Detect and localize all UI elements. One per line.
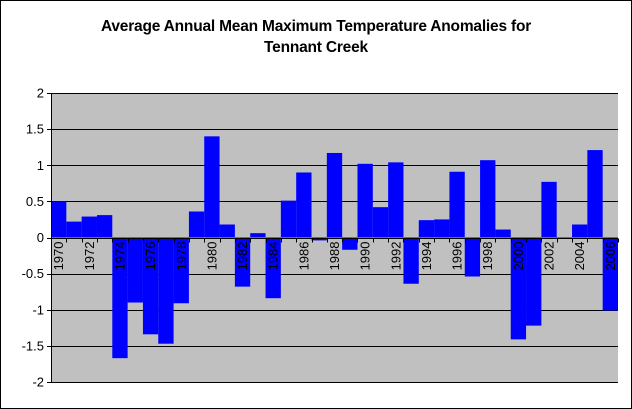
bar-1997 bbox=[464, 237, 481, 277]
x-tick-label: 1994 bbox=[419, 242, 434, 271]
x-tick-label: 1972 bbox=[82, 242, 97, 271]
bar-2002 bbox=[541, 181, 557, 238]
x-tick-label: 1976 bbox=[143, 242, 158, 271]
bar-1977 bbox=[158, 237, 174, 344]
bar-1984 bbox=[265, 237, 281, 299]
x-tick-label: 1970 bbox=[51, 242, 66, 271]
bar-1980 bbox=[204, 136, 220, 238]
y-tick-label: 0.5 bbox=[26, 194, 44, 209]
y-tick-label: 2 bbox=[37, 86, 44, 101]
x-tick-label: 1996 bbox=[450, 242, 465, 271]
x-tick-label: 1980 bbox=[204, 242, 219, 271]
y-tick-label: 0 bbox=[37, 230, 44, 245]
bar-1996 bbox=[449, 171, 465, 238]
bar-1990 bbox=[357, 163, 373, 238]
bar-1974 bbox=[112, 237, 128, 359]
bar-1982 bbox=[234, 237, 251, 287]
bar-1985 bbox=[280, 200, 297, 238]
x-tick-label: 1982 bbox=[235, 242, 250, 271]
bar-1970 bbox=[51, 201, 67, 238]
x-tick-label: 2004 bbox=[572, 242, 587, 271]
bar-1979 bbox=[188, 211, 205, 238]
bar-1981 bbox=[219, 224, 235, 238]
bar-2005 bbox=[587, 150, 603, 238]
x-tick-label: 1998 bbox=[480, 242, 495, 271]
bar-2000 bbox=[510, 237, 527, 340]
y-tick-label: -2 bbox=[32, 375, 44, 390]
y-tick-label: -1.5 bbox=[22, 338, 44, 353]
y-tick-label: 1.5 bbox=[26, 122, 44, 137]
x-tick-label: 2000 bbox=[511, 242, 526, 271]
y-tick-label: -1 bbox=[32, 302, 44, 317]
bar-1972 bbox=[81, 216, 97, 238]
bar-2006 bbox=[602, 237, 618, 311]
bar-1988 bbox=[326, 152, 343, 238]
bar-1973 bbox=[96, 215, 113, 238]
bar-1998 bbox=[480, 160, 496, 238]
chart-title-line-2: Tennant Creek bbox=[264, 39, 368, 56]
bar-1986 bbox=[296, 172, 312, 238]
bar-1989 bbox=[342, 237, 358, 250]
bar-1999 bbox=[495, 229, 511, 238]
bar-1975 bbox=[127, 237, 143, 303]
axes bbox=[47, 93, 619, 383]
y-tick-label: -0.5 bbox=[22, 266, 44, 281]
chart-title: Average Annual Mean Maximum Temperature … bbox=[0, 16, 632, 58]
x-tick-label: 1978 bbox=[174, 242, 189, 271]
x-tick-labels: 1970 1972 1974 1976 1978 1980 1982 1984 1986 1988… bbox=[51, 242, 618, 271]
x-tick-label: 2006 bbox=[603, 242, 618, 271]
x-tick-label: 1986 bbox=[296, 242, 311, 271]
x-tick-label: 1984 bbox=[266, 242, 281, 271]
x-tick-label: 1992 bbox=[388, 242, 403, 271]
bar-1976 bbox=[142, 237, 159, 335]
y-tick-label: 1 bbox=[37, 158, 44, 173]
bar-2001 bbox=[526, 237, 542, 326]
bar-1992 bbox=[388, 162, 404, 238]
bar-1983 bbox=[250, 233, 266, 238]
bar-1995 bbox=[434, 219, 450, 238]
bar-1971 bbox=[66, 221, 82, 238]
bar-1994 bbox=[418, 220, 435, 238]
y-tick-labels: 2 1.5 1 0.5 0 -0.5 -1 -1.5 -2 bbox=[22, 86, 44, 390]
bar-1991 bbox=[372, 207, 389, 238]
x-tick-label: 1974 bbox=[112, 242, 127, 271]
chart-title-line-1: Average Annual Mean Maximum Temperature … bbox=[100, 18, 532, 35]
x-tick-label: 1990 bbox=[358, 242, 373, 271]
bar-1993 bbox=[403, 237, 419, 284]
bar-2004 bbox=[572, 224, 588, 238]
bar-1978 bbox=[173, 237, 189, 304]
x-tick-label: 2002 bbox=[542, 242, 557, 271]
bars bbox=[51, 136, 618, 359]
x-tick-label: 1988 bbox=[327, 242, 342, 271]
